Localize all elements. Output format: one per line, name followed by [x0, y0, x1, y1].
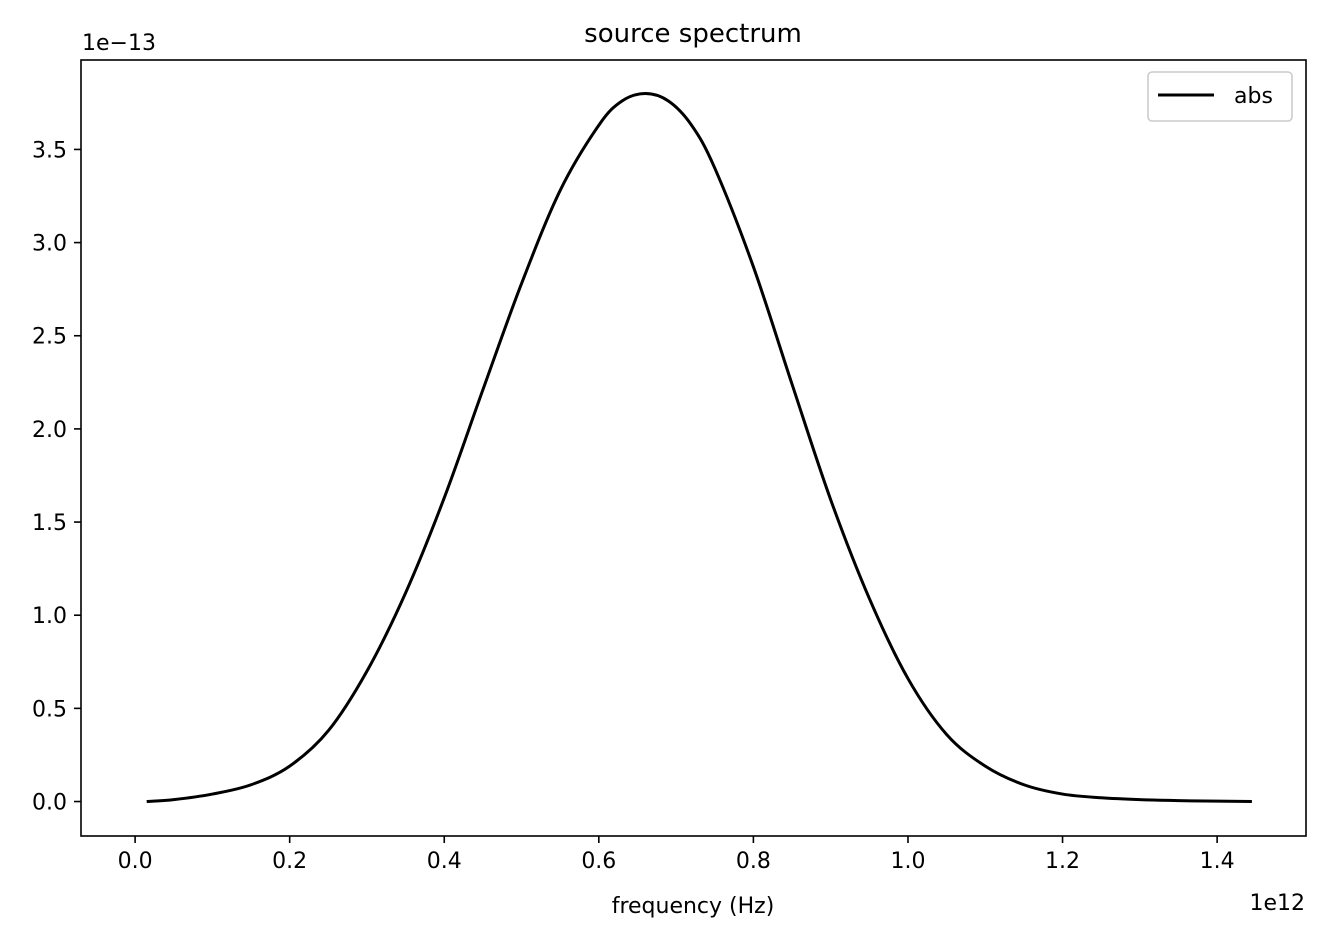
chart-title: source spectrum [584, 19, 802, 49]
x-offset-label: 1e12 [1249, 891, 1305, 916]
y-tick-label: 0.5 [32, 697, 67, 722]
y-tick-label: 1.5 [32, 511, 67, 536]
legend-box [1147, 71, 1293, 122]
y-tick-label: 1.0 [32, 604, 67, 629]
y-tick-label: 2.0 [32, 418, 67, 443]
series-layer [146, 92, 1252, 804]
legend-label-abs: abs [1234, 84, 1273, 109]
x-axis-label: frequency (Hz) [612, 894, 775, 919]
x-tick-label: 1.2 [1045, 849, 1080, 874]
x-tick-label: 0.0 [118, 849, 153, 874]
y-offset-label: 1e−13 [82, 31, 156, 56]
x-tick-label: 0.6 [581, 849, 616, 874]
x-tick-label: 0.2 [272, 849, 307, 874]
ticks-layer: 0.0 0.2 0.4 0.6 0.8 1.0 1.2 1.4 0.0 0.5 1.0 1.5 2.0 2… [32, 138, 1235, 874]
x-tick-label: 0.4 [427, 849, 462, 874]
series-line-abs [146, 92, 1252, 804]
y-tick-label: 0.0 [32, 791, 67, 816]
y-tick-label: 2.5 [32, 325, 67, 350]
x-tick-label: 0.8 [736, 849, 771, 874]
x-tick-label: 1.4 [1200, 849, 1235, 874]
y-tick-label: 3.0 [32, 232, 67, 257]
x-tick-label: 1.0 [890, 849, 925, 874]
y-tick-label: 3.5 [32, 138, 67, 163]
plot-area-frame [80, 59, 1307, 837]
legend: abs [1147, 71, 1293, 122]
